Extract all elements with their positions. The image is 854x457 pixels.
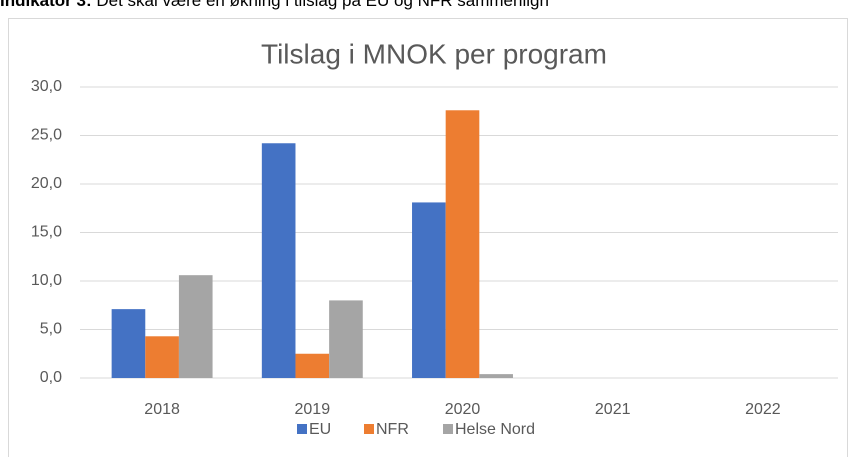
y-tick-label: 30,0 bbox=[31, 78, 62, 95]
legend-swatch bbox=[364, 424, 374, 434]
bar bbox=[261, 143, 296, 378]
x-tick-label: 2021 bbox=[595, 401, 631, 418]
bar bbox=[178, 275, 213, 378]
legend-label: EU bbox=[309, 421, 331, 438]
x-tick-label: 2019 bbox=[295, 401, 331, 418]
bar bbox=[111, 309, 146, 378]
y-tick-label: 10,0 bbox=[31, 272, 62, 289]
heading-label: Indikator 3: bbox=[0, 0, 92, 10]
bar bbox=[295, 353, 330, 378]
y-tick-label: 25,0 bbox=[31, 127, 62, 144]
bar bbox=[412, 202, 446, 378]
y-tick-label: 20,0 bbox=[31, 175, 62, 192]
heading: Indikator 3: Det skal være en økning i t… bbox=[0, 0, 854, 11]
legend-swatch bbox=[443, 424, 453, 434]
y-tick-label: 0,0 bbox=[40, 369, 62, 386]
x-tick-label: 2018 bbox=[144, 401, 180, 418]
chart-frame bbox=[8, 18, 848, 457]
y-tick-label: 15,0 bbox=[31, 224, 62, 241]
legend-label: Helse Nord bbox=[455, 421, 535, 438]
x-tick-label: 2020 bbox=[445, 401, 481, 418]
bar bbox=[329, 300, 363, 378]
bar bbox=[479, 374, 513, 378]
bar bbox=[445, 110, 480, 378]
legend-label: NFR bbox=[376, 421, 409, 438]
bar bbox=[145, 336, 179, 378]
legend-swatch bbox=[297, 424, 307, 434]
y-tick-label: 5,0 bbox=[40, 321, 62, 338]
chart-title: Tilslag i MNOK per program bbox=[261, 38, 607, 69]
heading-text: Det skal være en økning i tilslag på EU … bbox=[96, 0, 549, 10]
x-tick-label: 2022 bbox=[745, 401, 781, 418]
